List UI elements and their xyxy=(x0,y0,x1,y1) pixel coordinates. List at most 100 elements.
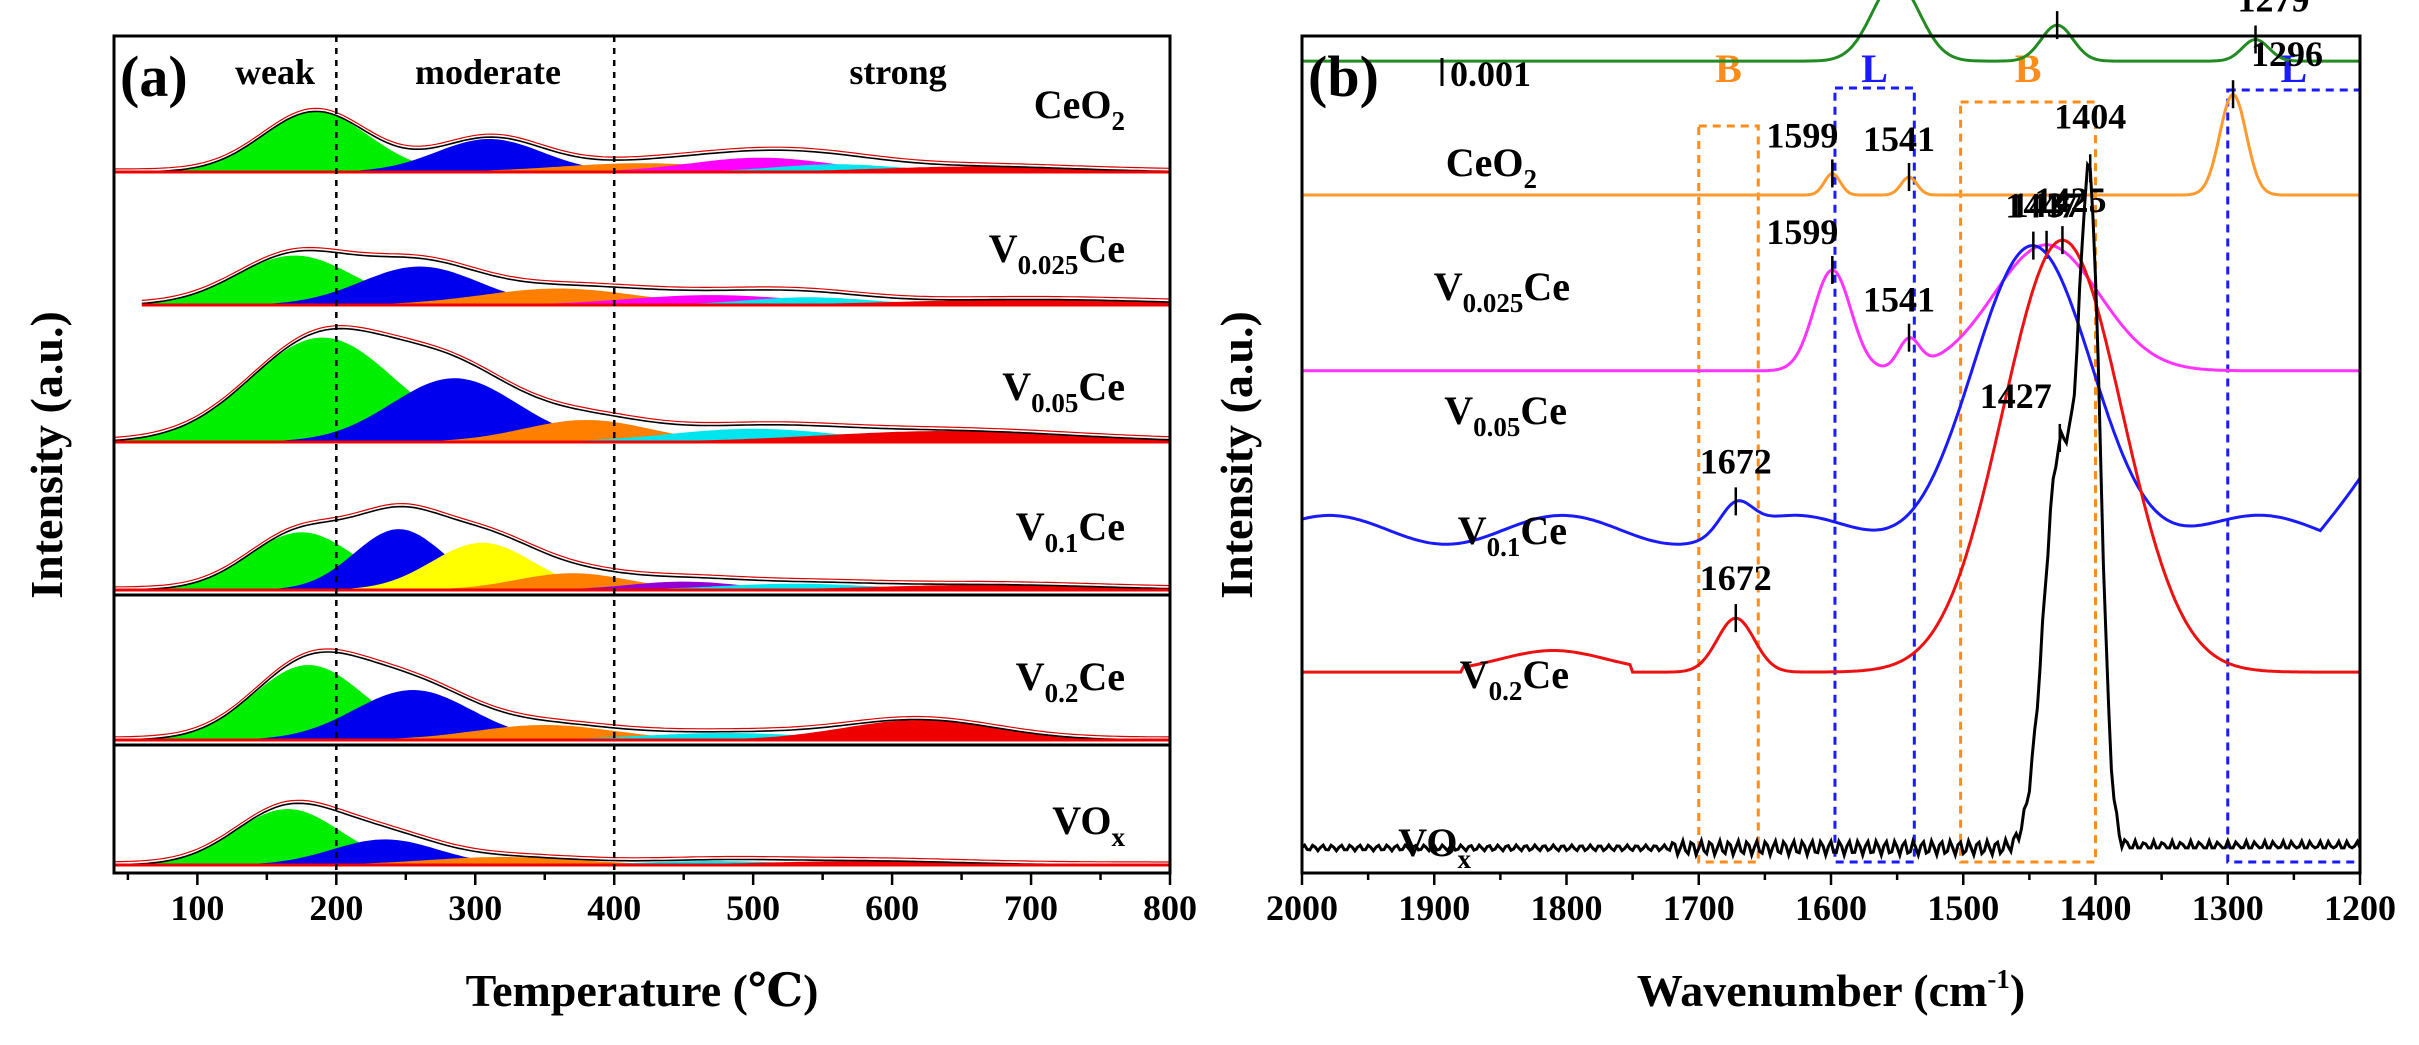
panel-b-tick-label-1600: 1600 xyxy=(1795,888,1867,928)
ir-spectrum-1: V0.025Ce 1599 1541 1296 xyxy=(1302,34,2360,318)
tpd-sample-label-base: V xyxy=(1016,654,1045,699)
ir-spectrum-line xyxy=(1302,238,2360,674)
tpd-sample-label-1: V0.025Ce xyxy=(989,226,1125,280)
tpd-sample-label-sub: 0.2 xyxy=(1045,678,1079,708)
tpd-peak-orange xyxy=(114,857,1170,865)
panel-b-tick-label-1500: 1500 xyxy=(1927,888,1999,928)
tpd-envelope-fit xyxy=(113,324,1171,438)
tpd-peak-green xyxy=(114,809,1170,865)
tpd-sample-label-sub: 2 xyxy=(1112,106,1126,136)
ir-spectrum-label-sub: 0.1 xyxy=(1487,532,1521,562)
panel-a-tick-label-500: 500 xyxy=(726,888,780,928)
tpd-envelope xyxy=(114,651,1170,741)
band-box-frame xyxy=(1833,86,1916,864)
tpd-peak-magenta xyxy=(141,295,1170,305)
ir-spectrum-line xyxy=(1302,0,2360,63)
panel-b-x-axis-title-sup: -1 xyxy=(1987,964,2010,994)
tpd-peak-green xyxy=(141,255,1170,305)
band-label-1672: 1672 xyxy=(1700,558,1772,598)
ir-spectrum-label-base: VO xyxy=(1398,820,1457,865)
tpd-sample-label-tail: Ce xyxy=(1078,364,1125,409)
band-label-1541: 1541 xyxy=(1863,119,1935,159)
tpd-sample-0: CeO2 xyxy=(113,82,1171,174)
ir-spectrum-label-sub: x xyxy=(1458,844,1472,874)
band-label-1599: 1599 xyxy=(1766,115,1838,155)
tpd-peak-cyan xyxy=(114,861,1170,865)
tpd-envelope-fit xyxy=(113,107,1171,170)
ir-spectrum-label-1: V0.025Ce xyxy=(1434,264,1570,318)
band-label-1404: 1404 xyxy=(2054,96,2126,136)
band-box-label-L: L xyxy=(2281,46,2308,91)
tpd-sample-3: V0.1Ce xyxy=(113,502,1171,592)
panel-a-x-axis-title: Temperature (℃) xyxy=(466,965,819,1016)
ir-spectrum-label-5: VOx xyxy=(1398,820,1471,874)
tpd-sample-label-base: V xyxy=(1016,504,1045,549)
panel-a-tick-label-600: 600 xyxy=(865,888,919,928)
tpd-sample-label-5: VOx xyxy=(1052,798,1125,852)
ir-spectrum-label-base: V xyxy=(1460,652,1489,697)
tpd-sample-label-0: CeO2 xyxy=(1034,82,1125,136)
ir-spectrum-label-tail: Ce xyxy=(1523,264,1570,309)
panel-b-tick-label-1700: 1700 xyxy=(1663,888,1735,928)
panel-a-ticks: 100 200 300 400 500 600 700 800 xyxy=(126,873,1197,928)
scale-bar-label: 0.001 xyxy=(1450,54,1531,94)
tpd-sample-label-sub: 0.025 xyxy=(1018,250,1079,280)
ir-spectrum-label-tail: Ce xyxy=(1522,652,1569,697)
tpd-sample-label-base: V xyxy=(989,226,1018,271)
ir-spectrum-line xyxy=(1302,92,2360,197)
tpd-peak-blue xyxy=(114,378,1170,442)
ir-spectrum-label-base: V xyxy=(1434,264,1463,309)
panel-a-tick-label-300: 300 xyxy=(448,888,502,928)
tpd-sample-2: V0.05Ce xyxy=(113,324,1171,444)
tpd-sample-label-3: V0.1Ce xyxy=(1016,504,1125,558)
band-label-1672: 1672 xyxy=(1700,441,1772,481)
panel-a-tick-label-200: 200 xyxy=(309,888,363,928)
ir-spectrum-5: VOx 1427 1404 xyxy=(1301,96,2362,874)
region-label-strong: strong xyxy=(849,52,946,92)
tpd-sample-label-tail: Ce xyxy=(1078,504,1125,549)
tpd-envelope-fit xyxy=(113,502,1171,588)
tpd-peak-violet xyxy=(114,581,1170,590)
panel-a-label: (a) xyxy=(120,44,188,109)
ir-spectrum-line xyxy=(1302,243,2360,373)
band-box-0: B xyxy=(1697,46,1760,864)
tpd-envelope-fit xyxy=(113,799,1170,863)
tpd-peak-blue xyxy=(114,839,1170,865)
tpd-peak-blue xyxy=(114,690,1170,740)
ir-spectrum-label-sub: 2 xyxy=(1524,164,1538,194)
ir-spectrum-line xyxy=(1301,244,2362,546)
panel-b-tick-label-1200: 1200 xyxy=(2324,888,2396,928)
panel-b-y-axis-title: Intensity (a.u.) xyxy=(1211,311,1262,599)
panel-b-tick-label-1300: 1300 xyxy=(2192,888,2264,928)
tpd-envelope xyxy=(113,327,1171,442)
tpd-sample-1: V0.025Ce xyxy=(141,226,1171,307)
ir-spectrum-label-0: CeO2 xyxy=(1446,140,1537,194)
band-box-1: L xyxy=(1833,46,1916,864)
band-box-label-B: B xyxy=(1715,46,1742,91)
ir-spectrum-label-tail: Ce xyxy=(1520,508,1567,553)
band-label-1425: 1425 xyxy=(2034,180,2106,220)
tpd-envelope xyxy=(113,110,1171,173)
ir-spectrum-label-3: V0.1Ce xyxy=(1458,508,1567,562)
tpd-peak-magenta xyxy=(114,157,1170,172)
panel-a-y-axis-title: Intensity (a.u.) xyxy=(21,311,72,599)
band-label-1437: 1437 xyxy=(2011,185,2083,225)
tpd-envelope-fit xyxy=(114,648,1170,738)
panel-b-ticks: 2000 1900 1800 1700 1600 1500 1400 1300 1200 xyxy=(1266,873,2396,928)
ir-spectrum-label-sub: 0.2 xyxy=(1489,676,1523,706)
ir-spectrum-label-2: V0.05Ce xyxy=(1444,388,1567,442)
panel-b-tick-label-1900: 1900 xyxy=(1398,888,1470,928)
tpd-peak-blue xyxy=(141,266,1170,305)
ir-spectrum-label-4: V0.2Ce xyxy=(1460,652,1569,706)
ir-spectrum-label-base: V xyxy=(1444,388,1473,433)
tpd-peak-orange xyxy=(114,420,1170,442)
band-label-1296: 1296 xyxy=(2251,34,2323,74)
tpd-envelope xyxy=(141,249,1171,305)
band-label-1541: 1541 xyxy=(1863,280,1935,320)
tpd-envelope xyxy=(113,505,1171,591)
panel-b-x-axis-title: Wavenumber (cm-1) xyxy=(1637,964,2025,1016)
band-box-label-L: L xyxy=(1861,46,1888,91)
panel-b-label: (b) xyxy=(1308,44,1379,109)
